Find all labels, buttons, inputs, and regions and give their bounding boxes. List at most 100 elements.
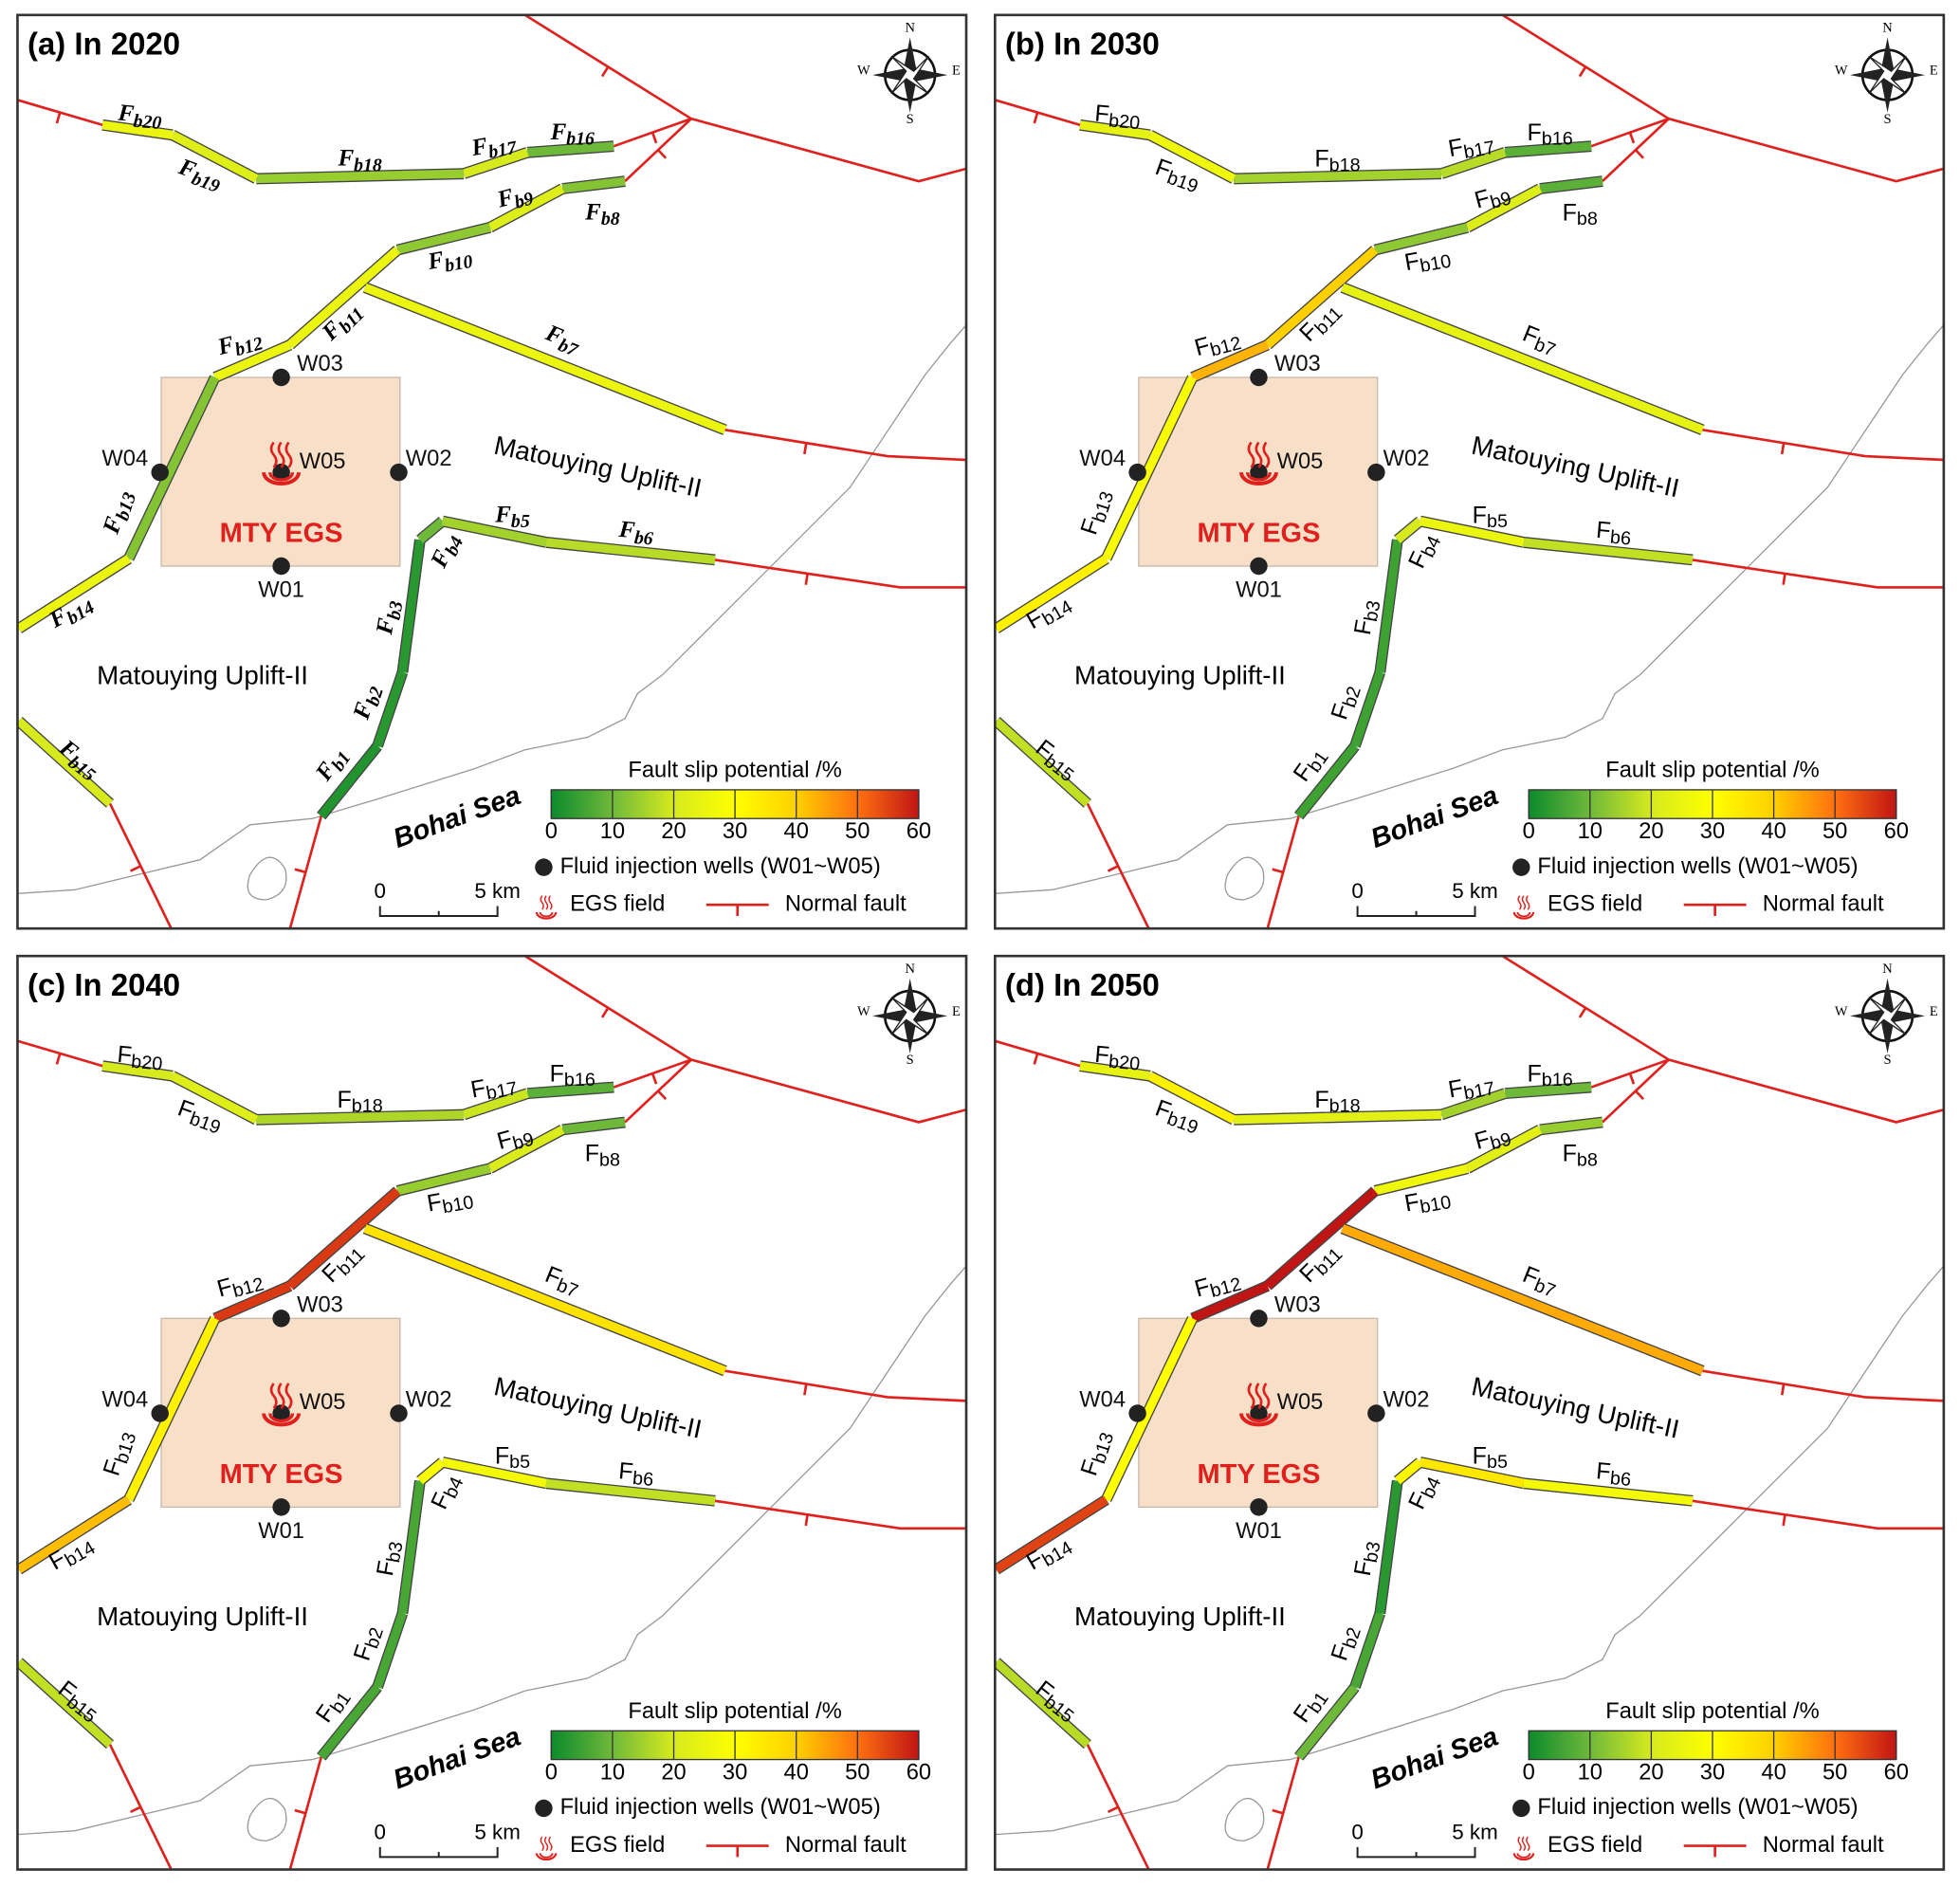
colorbar-tick-label: 40	[784, 1760, 809, 1785]
fault-tick	[1634, 149, 1645, 159]
panel-frame	[16, 13, 968, 930]
colorbar-tick-label: 50	[1823, 1760, 1847, 1785]
fault-tick	[1780, 1383, 1786, 1396]
scale-label: 0	[375, 1820, 386, 1843]
well	[1128, 1404, 1146, 1422]
fault-segment	[545, 1478, 716, 1506]
fault-segment	[363, 1224, 727, 1376]
fault-segment	[995, 555, 1109, 632]
fault-segment	[286, 1187, 401, 1290]
colorbar-title: Fault slip potential /%	[1605, 758, 1819, 782]
panel-title: (c) In 2040	[27, 967, 180, 1002]
fault-segment	[526, 141, 614, 157]
legend-label: Fluid injection wells (W01~W05)	[1537, 1795, 1858, 1820]
coastline	[17, 1265, 966, 1836]
fault-tick	[650, 132, 658, 144]
colorbar-tick-label: 50	[1823, 819, 1847, 844]
legend-well	[535, 858, 553, 876]
panel-frame	[994, 13, 1946, 930]
island	[1224, 856, 1265, 901]
fault-segment	[1102, 376, 1197, 561]
colorbar-tick-label: 50	[845, 1760, 870, 1785]
well	[151, 463, 169, 482]
fault-tick	[130, 1805, 141, 1814]
fault-segment	[1394, 518, 1423, 543]
well	[1250, 1498, 1268, 1516]
fault-segment	[1190, 1281, 1270, 1323]
fault-segment	[1147, 131, 1236, 183]
well-label: W01	[258, 578, 304, 603]
well-label: W02	[1383, 1388, 1430, 1413]
well-label: W02	[406, 1388, 452, 1413]
normal-fault	[714, 559, 966, 589]
fault-segment	[561, 176, 626, 193]
fault-label: Fb17	[1446, 128, 1496, 166]
normal-fault	[1692, 559, 1944, 589]
fault-segment	[170, 131, 259, 183]
fault-segment	[286, 247, 401, 349]
well	[1250, 557, 1268, 576]
egs-icon	[277, 1383, 285, 1410]
legend-label: EGS field	[570, 1833, 665, 1858]
well-label: W04	[1079, 1388, 1126, 1413]
colorbar-tick-label: 60	[1884, 1760, 1909, 1785]
well-label: W05	[300, 1390, 346, 1415]
fault-label: Fb18	[1314, 145, 1360, 175]
well	[272, 1498, 290, 1516]
legend-egs-icon	[548, 1836, 553, 1851]
fault-segment	[1233, 1109, 1442, 1125]
scale-label: 0	[375, 879, 386, 903]
egs-icon	[1245, 471, 1272, 482]
legend-egs-icon	[1516, 911, 1531, 918]
legend-egs-icon	[535, 1853, 558, 1860]
fault-segment	[487, 184, 565, 231]
well-label: W03	[297, 1292, 343, 1317]
fault-tick	[657, 1090, 668, 1101]
egs-icon	[269, 1383, 278, 1410]
fault-label: Fb9	[1472, 179, 1513, 218]
well-label: W03	[1274, 1292, 1321, 1317]
compass-letter: E	[1930, 63, 1938, 78]
field-label: MTY EGS	[1197, 1459, 1320, 1490]
legend-egs-icon	[1526, 895, 1530, 910]
fault-segment	[416, 518, 446, 543]
well-label: W01	[1236, 578, 1282, 603]
fault-segment	[545, 538, 716, 564]
fault-tick	[600, 65, 610, 78]
fault-segment	[1190, 340, 1270, 382]
fault-label: Fb20	[116, 100, 163, 133]
fault-tick	[1033, 1053, 1039, 1065]
fault-segment	[373, 670, 407, 748]
well-label: W05	[300, 449, 346, 474]
fault-label: Fb17	[1446, 1069, 1496, 1107]
fault-label: Fb3	[372, 597, 407, 637]
panel-frame	[16, 954, 968, 1871]
egs-icon	[269, 441, 278, 468]
fault-segment	[318, 1684, 381, 1760]
fault-segment	[1539, 176, 1603, 193]
legend-egs-icon	[539, 911, 554, 918]
fault-segment	[101, 1061, 174, 1081]
legend-egs-icon	[1517, 895, 1522, 910]
legend-well	[1512, 858, 1530, 876]
fault-label: Fb8	[585, 1140, 620, 1170]
well	[1250, 1310, 1268, 1328]
colorbar-tick-label: 60	[1884, 819, 1909, 844]
normal-fault	[714, 1499, 966, 1530]
scale-label: 5 km	[1452, 1820, 1498, 1843]
fault-segment	[212, 1281, 292, 1323]
well-label: W02	[406, 447, 452, 471]
fault-tick	[650, 1072, 658, 1085]
egs-icon	[1262, 441, 1271, 468]
legend-label: EGS field	[1548, 1833, 1642, 1858]
scale-label: 0	[1351, 1820, 1363, 1843]
fault-label: Fb8	[1563, 1140, 1598, 1170]
fault-tick	[1107, 1805, 1119, 1814]
compass-letter: S	[1884, 1053, 1892, 1068]
colorbar-tick-label: 30	[1700, 1760, 1725, 1785]
field-label: MTY EGS	[1197, 519, 1320, 549]
